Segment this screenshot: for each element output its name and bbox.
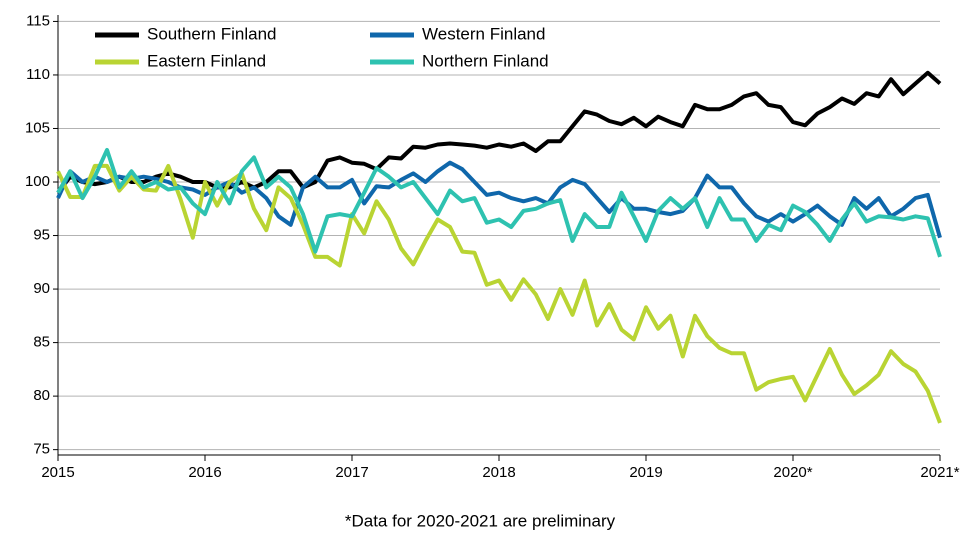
y-tick-label: 75 [33,441,50,458]
legend-label: Northern Finland [422,51,549,70]
x-tick-label: 2019 [629,464,662,481]
x-tick-label: 2018 [482,464,515,481]
y-tick-label: 115 [26,12,50,29]
footnote: *Data for 2020-2021 are preliminary [345,511,616,530]
x-tick-label: 2017 [335,464,368,481]
legend-label: Southern Finland [147,24,276,43]
series-line [56,70,942,194]
y-tick-label: 100 [25,173,50,190]
x-tick-label: 2021* [920,464,959,481]
legend-label: Eastern Finland [147,51,266,70]
y-tick-label: 95 [33,227,50,244]
y-tick-label: 90 [33,280,50,297]
series-line [56,160,942,239]
y-tick-label: 85 [33,334,50,351]
y-tick-label: 110 [26,66,50,83]
x-tick-label: 2016 [188,464,221,481]
y-tick-label: 80 [33,387,50,404]
series-line [56,147,942,258]
x-tick-label: 2015 [41,464,74,481]
x-tick-label: 2020* [773,464,812,481]
series-line [56,163,942,424]
legend-label: Western Finland [422,24,545,43]
y-tick-label: 105 [25,119,50,136]
